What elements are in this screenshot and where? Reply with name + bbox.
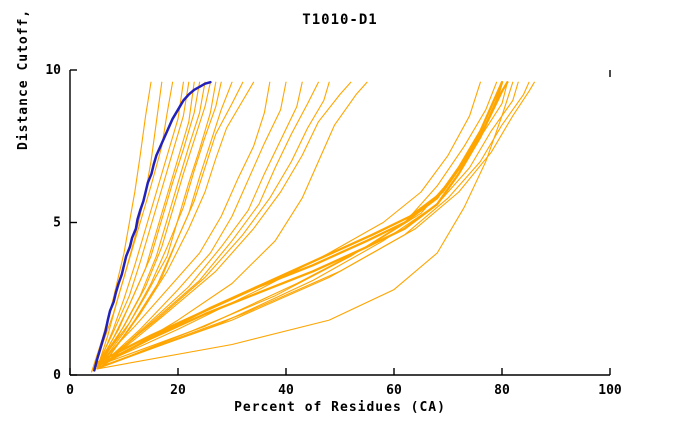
series-prediction-20 bbox=[101, 81, 352, 367]
series-prediction-19 bbox=[101, 81, 330, 364]
x-tick-label: 100 bbox=[598, 383, 622, 398]
series-prediction-15 bbox=[96, 81, 271, 367]
series-prediction-07 bbox=[96, 81, 201, 367]
x-axis-label: Percent of Residues (CA) bbox=[234, 400, 446, 415]
y-tick-label: 0 bbox=[53, 368, 61, 383]
series-prediction-22 bbox=[96, 81, 481, 367]
series-prediction-24 bbox=[96, 81, 508, 367]
series-prediction-26 bbox=[101, 81, 530, 367]
series-prediction-02 bbox=[91, 81, 163, 373]
series-prediction-13 bbox=[101, 81, 244, 367]
series-prediction-06 bbox=[96, 81, 195, 370]
series-prediction-23 bbox=[96, 81, 498, 370]
y-tick-label: 5 bbox=[53, 216, 61, 231]
series-prediction-27 bbox=[101, 81, 535, 367]
x-tick-label: 80 bbox=[494, 383, 510, 398]
series-highlighted-model bbox=[93, 80, 212, 372]
x-tick-label: 60 bbox=[386, 383, 402, 398]
series-prediction-29-band bbox=[95, 81, 504, 368]
series-prediction-01 bbox=[91, 81, 152, 373]
x-tick-label: 0 bbox=[66, 383, 74, 398]
series-prediction-09 bbox=[96, 81, 211, 367]
chart-title: T1010-D1 bbox=[302, 12, 378, 28]
series-prediction-04 bbox=[96, 81, 184, 370]
x-tick-label: 40 bbox=[278, 383, 294, 398]
series-prediction-05 bbox=[96, 81, 190, 367]
series-prediction-17 bbox=[101, 81, 303, 367]
x-tick-label: 20 bbox=[170, 383, 186, 398]
series-prediction-21 bbox=[96, 81, 368, 370]
series-prediction-16 bbox=[96, 81, 287, 370]
y-tick-label: 10 bbox=[45, 63, 61, 78]
series-prediction-28 bbox=[96, 81, 514, 370]
series-prediction-18 bbox=[101, 81, 319, 367]
series-prediction-03 bbox=[96, 81, 174, 370]
series-prediction-31-band bbox=[95, 81, 509, 368]
series-prediction-14 bbox=[101, 81, 255, 367]
series-prediction-11 bbox=[96, 81, 222, 367]
